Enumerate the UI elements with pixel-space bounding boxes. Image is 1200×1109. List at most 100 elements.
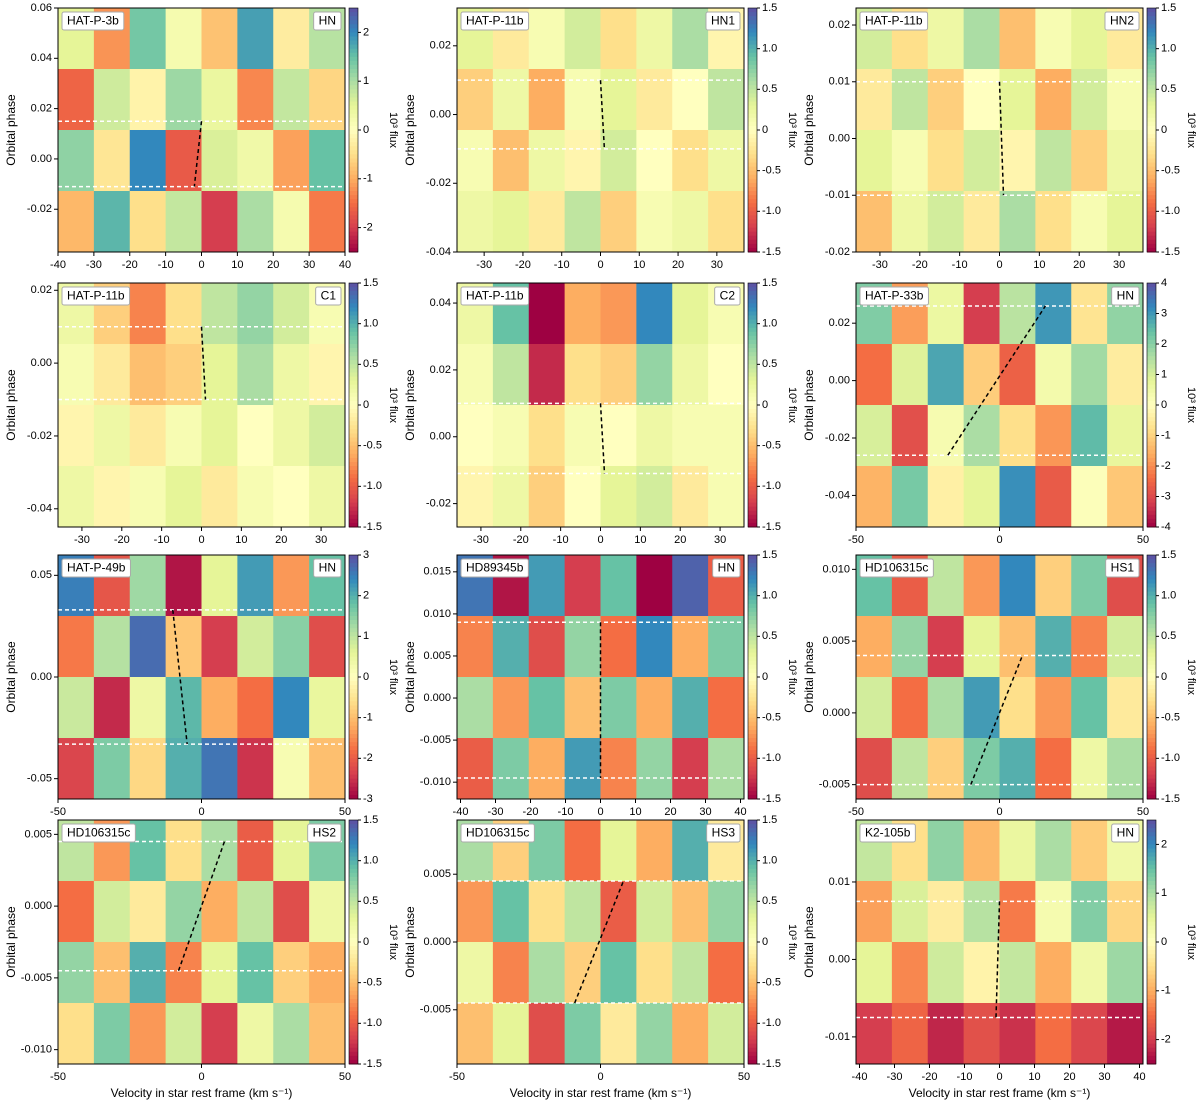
heatmap-cell (58, 738, 95, 800)
heatmap-cell (927, 738, 965, 800)
colorbar-step (1147, 441, 1156, 447)
colorbar-step (1147, 921, 1156, 927)
colorbar-step (349, 786, 358, 792)
heatmap-cell (492, 130, 530, 192)
colorbar-step (748, 611, 757, 617)
colorbar-step (748, 725, 757, 731)
planet-track (947, 305, 1047, 456)
heatmap-cell (672, 466, 709, 528)
colorbar-step (349, 994, 358, 1000)
colorbar-tick-label: 0.5 (762, 895, 777, 907)
heatmap-cell (856, 405, 893, 467)
heatmap-cell (600, 130, 637, 192)
heatmap-cell (856, 344, 893, 406)
x-tick-label: 10 (633, 259, 645, 271)
colorbar-step (1147, 356, 1156, 361)
colorbar-step (748, 113, 757, 119)
colorbar-step (349, 32, 358, 37)
colorbar-step (349, 16, 358, 21)
x-tick-label: -30 (887, 1071, 903, 1083)
colorbar-step (748, 352, 757, 357)
heatmap-cell (93, 738, 131, 800)
colorbar-step (349, 746, 358, 751)
colorbar-step (349, 498, 358, 504)
colorbar-step (349, 624, 358, 629)
colorbar-step (1147, 166, 1156, 172)
heatmap-cell (1107, 405, 1144, 467)
colorbar-step (748, 832, 757, 837)
colorbar-step (748, 101, 757, 107)
colorbar-step (349, 142, 358, 147)
heatmap-cell (672, 191, 709, 253)
heatmap-cell (165, 405, 202, 467)
heatmap-cell (309, 942, 346, 1004)
colorbar-step (349, 778, 358, 784)
colorbar-step (748, 970, 757, 976)
colorbar-step (349, 824, 358, 829)
colorbar-step (1147, 820, 1156, 825)
colorbar-step (1147, 227, 1156, 233)
heatmap-cell (636, 555, 673, 617)
x-tick-label: 0 (996, 1071, 1002, 1083)
colorbar-step (349, 559, 358, 564)
colorbar-step (349, 697, 358, 702)
name-box (460, 11, 530, 31)
heatmap-cell (856, 738, 893, 800)
x-tick-label: 20 (267, 259, 279, 271)
colorbar-step (1147, 778, 1156, 784)
heatmap-cell (129, 738, 167, 800)
heatmap-cell (1107, 738, 1144, 800)
colorbar-step (748, 681, 757, 686)
planet-name: HAT-P-11b (466, 14, 524, 28)
colorbar-step (1147, 881, 1156, 886)
colorbar-step (748, 758, 757, 763)
colorbar-step (349, 856, 358, 862)
colorbar-step (349, 628, 358, 633)
heatmap-cell (93, 466, 131, 528)
colorbar-step (748, 982, 757, 988)
heatmap-cell (58, 1003, 95, 1065)
colorbar-step (748, 860, 757, 866)
colorbar-step (1147, 195, 1156, 200)
colorbar-step (748, 231, 757, 237)
heatmap-cell (273, 677, 310, 739)
y-tick-label: 0.00 (829, 132, 850, 144)
heatmap-cell (237, 69, 274, 131)
colorbar-step (1147, 786, 1156, 792)
colorbar-step (349, 750, 358, 755)
colorbar-step (349, 917, 358, 923)
colorbar-step (349, 1003, 358, 1008)
colorbar-step (349, 677, 358, 682)
heatmap-cell (165, 283, 202, 345)
heatmap-cell (58, 677, 95, 739)
colorbar-tick-label: -1.0 (762, 752, 781, 764)
planet-track (177, 841, 226, 971)
heatmap-cell (129, 616, 167, 678)
heatmap-cell (999, 555, 1036, 617)
colorbar-step (748, 929, 757, 935)
heatmap-cell (201, 677, 238, 739)
colorbar-step (748, 299, 757, 304)
y-tick-label: -0.05 (27, 773, 52, 785)
colorbar-step (1147, 409, 1156, 414)
colorbar-step (349, 958, 358, 963)
colorbar-tick-label: 1.0 (363, 318, 378, 330)
heatmap-cell (273, 881, 310, 943)
heatmap-cell (672, 130, 709, 192)
colorbar-step (1147, 974, 1156, 980)
name-box (859, 823, 916, 843)
heatmap-cell (165, 738, 202, 800)
heatmap-cell (672, 820, 709, 882)
heatmap-cell (999, 130, 1036, 192)
colorbar-step (1147, 738, 1156, 743)
heatmap-cell (636, 191, 673, 253)
colorbar-step (748, 150, 757, 155)
y-tick-label: 0.00 (31, 153, 52, 165)
heatmap-cell (1035, 344, 1072, 406)
colorbar-step (1147, 327, 1156, 333)
heatmap-cell (963, 820, 1000, 882)
colorbar-step (349, 909, 358, 915)
colorbar-step (349, 599, 358, 605)
colorbar-step (748, 142, 757, 147)
